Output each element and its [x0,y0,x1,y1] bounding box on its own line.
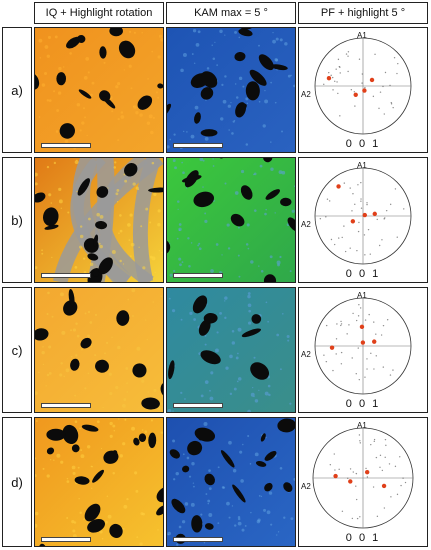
pf-axis-a2-b: A2 [301,220,311,229]
pf-axis-a2-d: A2 [301,482,311,491]
pole-figure-plot [314,167,412,265]
pf-miller-index-d: 0 0 1 [345,532,381,544]
scale-bar [173,143,223,148]
scale-bar [41,403,91,408]
pf-axis-a1-b: A1 [357,161,367,170]
row-label-a: a) [2,27,32,153]
pf-axis-a2-c: A2 [301,350,311,359]
row-label-b: b) [2,157,32,283]
row-label-c: c) [2,287,32,413]
iq-map-d [34,417,164,547]
pf-axis-a1-c: A1 [357,291,367,300]
header-pf: PF + highlight 5 ° [298,2,428,24]
scale-bar [41,537,91,542]
kam-map-c [166,287,296,413]
pf-axis-a1-a: A1 [357,31,367,40]
scale-bar [173,273,223,278]
pf-miller-index-a: 0 0 1 [345,138,381,150]
row-label-d: d) [2,417,32,547]
pole-figure-a: A1 A2 0 0 1 [298,27,428,153]
pf-miller-index-b: 0 0 1 [345,268,381,280]
pole-figure-b: A1 A2 0 0 1 [298,157,428,283]
scale-bar [41,143,91,148]
iq-map-a [34,27,164,153]
kam-map-d [166,417,296,547]
pf-axis-a1-d: A1 [357,421,367,430]
scale-bar [41,273,91,278]
header-iq: IQ + Highlight rotation [34,2,164,24]
kam-map-b [166,157,296,283]
pf-axis-a2-a: A2 [301,90,311,99]
iq-map-b [34,157,164,283]
pf-miller-index-c: 0 0 1 [345,398,381,410]
scale-bar [173,537,223,542]
pole-figure-plot [314,37,412,135]
kam-map-a [166,27,296,153]
pole-figure-d: A1 A2 0 0 1 [298,417,428,547]
pole-figure-plot [314,297,412,395]
pole-figure-plot [312,427,414,529]
iq-map-c [34,287,164,413]
scale-bar [173,403,223,408]
header-kam: KAM max = 5 ° [166,2,296,24]
pole-figure-c: A1 A2 0 0 1 [298,287,428,413]
